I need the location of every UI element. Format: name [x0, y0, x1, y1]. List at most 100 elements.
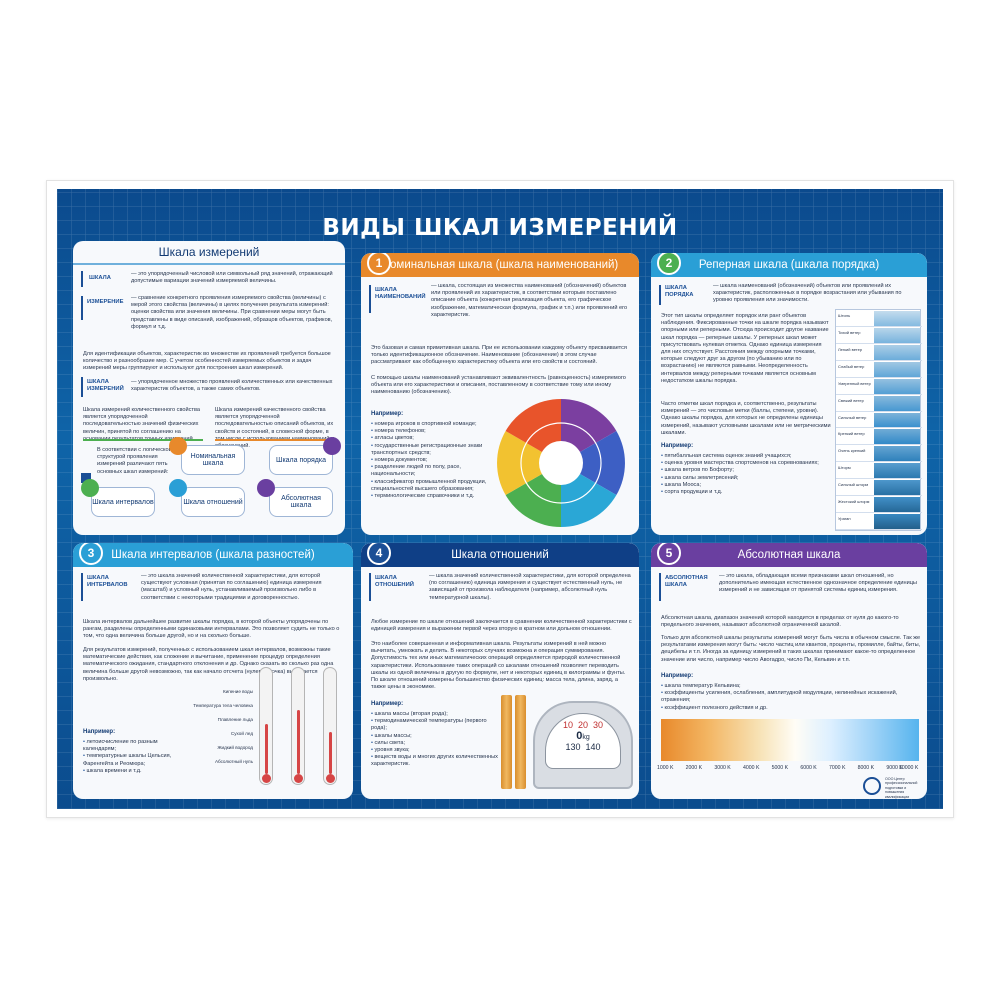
- list-item: шкала ветров по Бофорту;: [661, 467, 831, 474]
- beaufort-row: Жестокий шторм: [836, 496, 922, 514]
- def-marker: [81, 271, 83, 287]
- ruler-left: [501, 695, 512, 789]
- sea-state-image: [874, 497, 920, 513]
- number-circle-1: [169, 437, 187, 455]
- cell-ratio: Шкала отношений: [181, 487, 245, 517]
- def-nominal: — шкала, состоящая из множества наименов…: [431, 283, 628, 318]
- ratio-paragraph-1: Любое измерение по шкале отношений заклю…: [371, 619, 632, 633]
- panel-ratio-title: Шкала отношений: [451, 549, 549, 561]
- beaufort-label: Свежий ветер: [838, 397, 864, 403]
- beaufort-label: Шторм: [838, 465, 851, 471]
- kelvin-axis: 1000 K 2000 K 3000 K 4000 K 5000 K 6000 K 7000…: [657, 765, 919, 775]
- def-measurement-scale: — упорядоченное множество проявлений кол…: [131, 379, 333, 393]
- panel-absolute-header: Абсолютная шкала: [651, 543, 927, 567]
- panel-nominal-header: Номинальная шкала (шкала наименований): [361, 253, 639, 277]
- list-item: шкала Мооса;: [661, 482, 831, 489]
- kelvin-tick-label: 4000 K: [743, 765, 760, 771]
- term-order: ШКАЛА ПОРЯДКА: [665, 285, 694, 298]
- list-item: разделение людей по полу, расе, национал…: [371, 464, 489, 478]
- beaufort-row: Шторм: [836, 462, 922, 480]
- list-item: шкала массы (вторая рода);: [371, 711, 499, 718]
- number-circle-2: [323, 437, 341, 455]
- absolute-examples-list: шкала температур Кельвина; коэффициенты …: [661, 683, 923, 712]
- beaufort-label: Очень крепкий: [838, 448, 866, 454]
- panel-interval-title: Шкала интервалов (шкала разностей): [111, 549, 315, 561]
- def-marker: [369, 573, 371, 601]
- publisher-logo: [863, 777, 881, 795]
- panel-interval-header: Шкала интервалов (шкала разностей): [73, 543, 353, 567]
- sea-state-image: [874, 327, 920, 343]
- beaufort-row: Свежий ветер: [836, 395, 922, 412]
- sea-state-image: [874, 378, 920, 394]
- beaufort-row: Сильный шторм: [836, 479, 922, 497]
- list-item: термодинамической температуры (первого р…: [371, 718, 499, 732]
- sea-state-image: [874, 429, 920, 445]
- term-ratio: ШКАЛА ОТНОШЕНИЙ: [375, 575, 414, 588]
- list-item: шкала температур Кельвина;: [661, 683, 923, 690]
- sea-state-image: [874, 480, 920, 496]
- five-scales-note: В соответствии с логической структурой п…: [97, 447, 172, 475]
- panel-absolute: Абсолютная шкала 5 АБСОЛЮТНАЯ ШКАЛА — эт…: [651, 543, 927, 799]
- cell-order: Шкала порядка: [269, 445, 333, 475]
- ratio-paragraph-2: Это наиболее совершенная и информативная…: [371, 641, 626, 676]
- list-item: атласы цветов;: [371, 435, 489, 442]
- thermometer-celsius: [259, 667, 273, 785]
- def-measurement: — сравнение конкретного проявления измер…: [131, 295, 333, 330]
- absolute-paragraph-2: Только для абсолютной шкалы результаты и…: [661, 635, 921, 663]
- cell-absolute: Абсолютная шкала: [269, 487, 333, 517]
- order-examples-list: пятибалльная система оценок знаний учащи…: [661, 453, 831, 496]
- term-absolute: АБСОЛЮТНАЯ ШКАЛА: [665, 575, 708, 588]
- nominal-paragraph-2: С помощью шкалы наименований устанавлива…: [371, 375, 626, 396]
- sea-state-image: [874, 446, 920, 462]
- kelvin-tick-label: 1000 K: [657, 765, 674, 771]
- beaufort-table: Штиль Тихий ветер Легкий ветер Слабый ветер…: [835, 309, 922, 531]
- panel-ratio-header: Шкала отношений: [361, 543, 639, 567]
- beaufort-label: Сильный шторм: [838, 482, 869, 488]
- list-item: терминологические справочники и т.д.: [371, 493, 489, 500]
- kelvin-tick-label: 8000 K: [857, 765, 875, 771]
- nominal-examples-title: Например:: [371, 411, 404, 417]
- intro-paragraph: Для идентификации объектов, характеристи…: [83, 351, 331, 372]
- panel-ratio-number: 4: [367, 543, 391, 565]
- number-circle-3: [81, 479, 99, 497]
- accent-bar-green: [83, 439, 203, 441]
- beaufort-row: Слабый ветер: [836, 361, 922, 378]
- term-interval: ШКАЛА ИНТЕРВАЛОВ: [87, 575, 128, 588]
- term-nominal: ШКАЛА НАИМЕНОВАНИЙ: [375, 287, 426, 300]
- panel-order-title: Реперная шкала (шкала порядка): [698, 259, 880, 271]
- thermometer-fahrenheit: [291, 667, 305, 785]
- kelvin-tick-label: 10000 K: [899, 765, 919, 771]
- panel-intro: Шкала измерений ШКАЛА — это упорядоченны…: [73, 241, 345, 535]
- kelvin-tick-label: 6000 K: [800, 765, 817, 771]
- number-circle-4: [169, 479, 187, 497]
- sea-state-image: [874, 412, 920, 428]
- panel-ratio: Шкала отношений 4 ШКАЛА ОТНОШЕНИЙ — шкал…: [361, 543, 639, 799]
- beaufort-label: Крепкий ветер: [838, 431, 865, 437]
- beaufort-label: Тихий ветер: [838, 329, 861, 335]
- def-interval: — это шкала значений количественной хара…: [141, 573, 322, 601]
- color-wheel: [497, 399, 625, 527]
- scale-dial: 10 20 30 0kg 130 140: [545, 713, 621, 769]
- beaufort-row: Сильный ветер: [836, 412, 922, 429]
- panel-absolute-title: Абсолютная шкала: [737, 549, 841, 561]
- kelvin-tick-label: 2000 K: [685, 765, 703, 771]
- cell-interval: Шкала интервалов: [91, 487, 155, 517]
- kelvin-tick-label: 9000 K: [886, 765, 903, 771]
- panel-nominal: Номинальная шкала (шкала наименований) 1…: [361, 253, 639, 535]
- thermometer-labels: Кипение воды Температура тела человека П…: [193, 689, 253, 764]
- quantitative-note: Шкала измерений количественного свойства…: [83, 407, 200, 442]
- term-scale: ШКАЛА: [89, 275, 111, 281]
- panel-nominal-title: Номинальная шкала (шкала наименований): [381, 259, 619, 271]
- list-item: веществ воды и многих других количествен…: [371, 754, 499, 768]
- poster: ВИДЫ ШКАЛ ИЗМЕРЕНИЙ Шкала измерений ШКАЛ…: [57, 189, 943, 809]
- kelvin-tick-label: 3000 K: [714, 765, 731, 771]
- beaufort-label: Умеренный ветер: [838, 380, 871, 386]
- panel-intro-title: Шкала измерений: [73, 241, 345, 265]
- beaufort-row: Умеренный ветер: [836, 378, 922, 395]
- list-item: силы света;: [371, 740, 499, 747]
- poster-title: ВИДЫ ШКАЛ ИЗМЕРЕНИЙ: [322, 215, 678, 241]
- absolute-examples-title: Например:: [661, 673, 694, 679]
- list-item: летоисчисление по разным календарям;: [83, 739, 179, 753]
- def-marker: [369, 285, 371, 313]
- beaufort-label: Ураган: [838, 516, 851, 522]
